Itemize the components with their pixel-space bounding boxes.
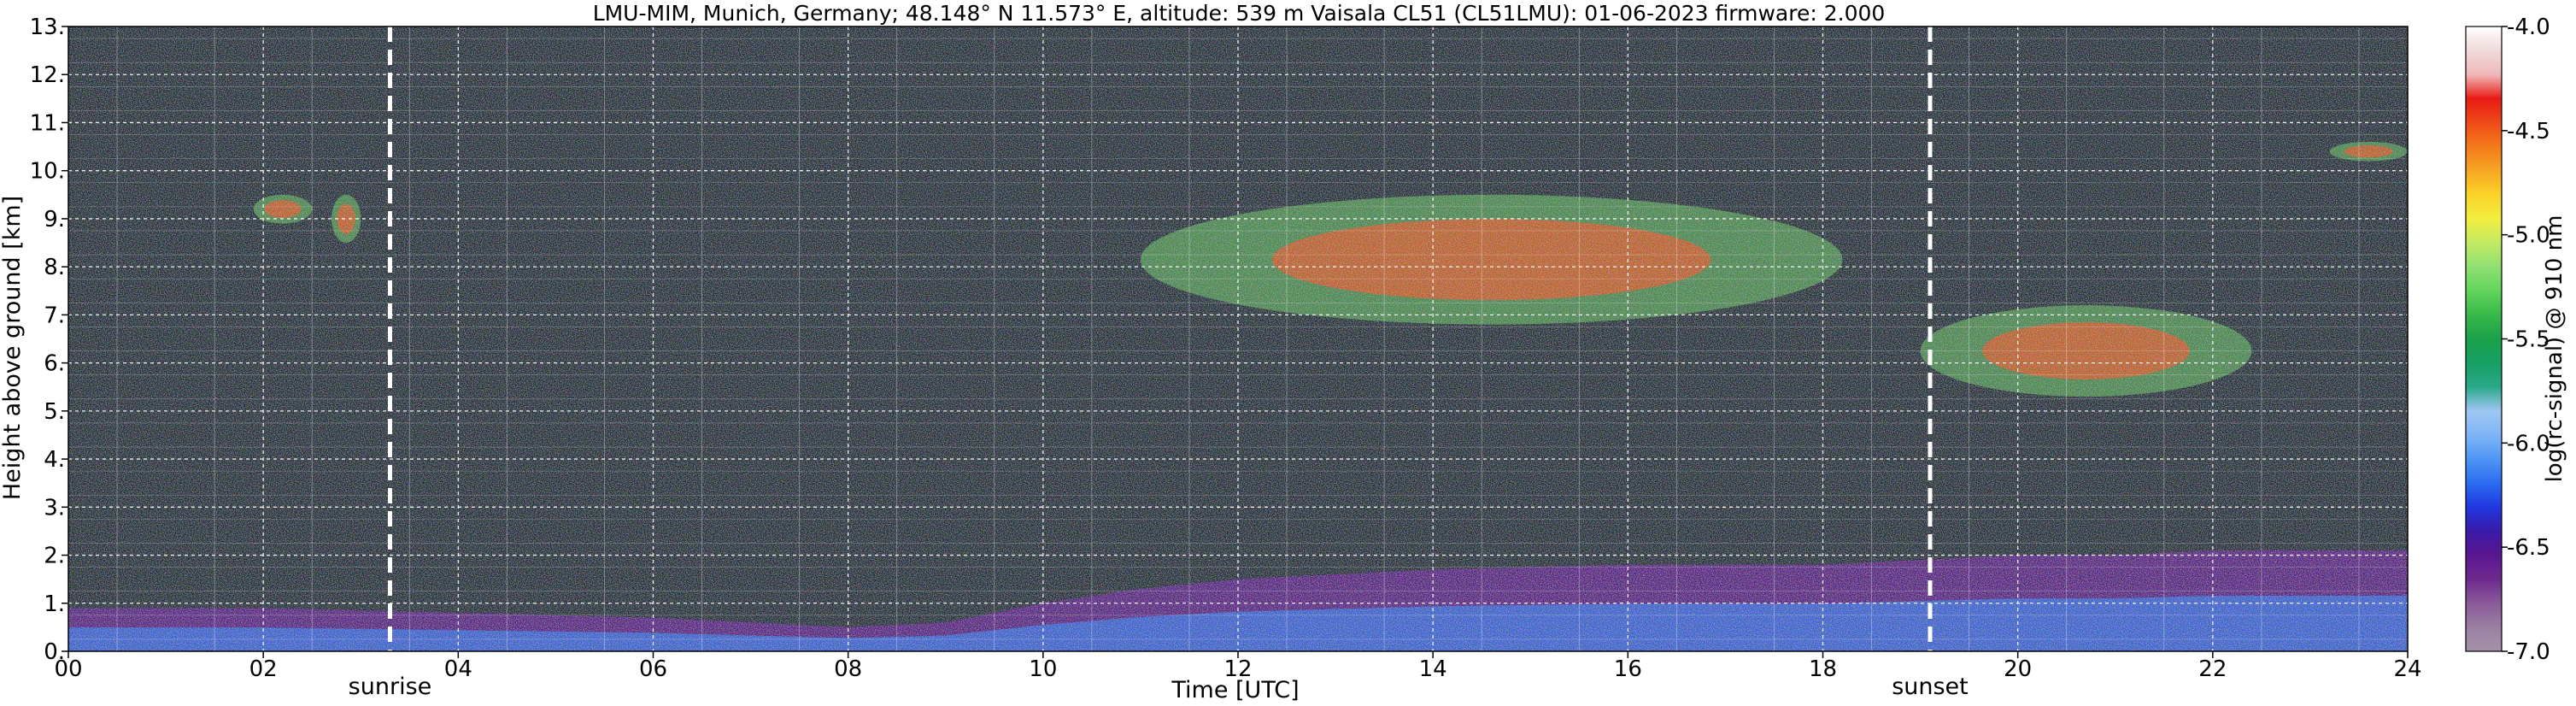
y-tick-label: 0. (44, 639, 65, 665)
x-axis-ticks: 00 02 04 06 08 10 12 14 16 18 20 22 24 (54, 651, 2422, 682)
colorbar-gradient (2465, 26, 2503, 652)
y-tick-label: 9. (44, 207, 65, 232)
colorbar: -7.0 -6.5 -6.0 -5.5 -5.0 -4.5 -4.0 (2465, 15, 2550, 665)
x-tick-label: 04 (444, 656, 472, 682)
colorbar-tick-label: -5.5 (2507, 327, 2550, 353)
y-tick-label: 13. (30, 15, 65, 40)
colorbar-tick-label: -7.0 (2507, 639, 2550, 665)
plot-area: sunrise sunset (67, 26, 2409, 700)
y-tick-label: 10. (30, 159, 65, 185)
x-tick-label: 10 (1029, 656, 1057, 682)
colorbar-tick-label: -6.5 (2507, 535, 2550, 561)
colorbar-label: log(rc-signal) @ 910 nm (2542, 215, 2567, 483)
y-tick-label: 2. (44, 544, 65, 569)
y-axis-label: Height above ground [km] (0, 196, 26, 500)
x-tick-label: 20 (2004, 656, 2032, 682)
y-tick-label: 12. (30, 62, 65, 88)
x-tick-label: 08 (834, 656, 862, 682)
colorbar-tick-label: -6.0 (2507, 431, 2550, 456)
colorbar-tick-label: -4.5 (2507, 119, 2550, 144)
y-tick-label: 6. (44, 351, 65, 377)
x-tick-label: 18 (1809, 656, 1837, 682)
y-tick-label: 1. (44, 591, 65, 617)
x-tick-label: 02 (249, 656, 278, 682)
x-tick-label: 06 (639, 656, 667, 682)
y-tick-label: 5. (44, 399, 65, 425)
x-tick-label: 12 (1223, 656, 1252, 682)
sun-label-sunrise: sunrise (349, 674, 432, 700)
x-tick-label: 22 (2198, 656, 2227, 682)
y-tick-label: 8. (44, 255, 65, 280)
grid-lines (68, 26, 2408, 651)
y-axis-ticks: 0. 1. 2. 3. 4. 5. 6. 7. 8. 9. 10. 11. 12. 13. (30, 15, 68, 665)
x-tick-label: 14 (1419, 656, 1447, 682)
x-tick-label: 00 (54, 656, 82, 682)
colorbar-ticks: -7.0 -6.5 -6.0 -5.5 -5.0 -4.5 -4.0 (2502, 15, 2550, 665)
y-tick-label: 11. (30, 110, 65, 136)
y-tick-label: 7. (44, 303, 65, 328)
sun-label-sunset: sunset (1892, 674, 1969, 700)
chart-title: LMU-MIM, Munich, Germany; 48.148° N 11.5… (593, 1, 1886, 26)
y-tick-label: 3. (44, 495, 65, 521)
sun-event-lines: sunrise sunset (349, 26, 1969, 700)
colorbar-tick-label: -5.0 (2507, 223, 2550, 249)
y-tick-label: 4. (44, 447, 65, 473)
x-tick-label: 24 (2393, 656, 2421, 682)
x-tick-label: 16 (1614, 656, 1642, 682)
signal-noise (68, 26, 2408, 651)
colorbar-tick-label: -4.0 (2507, 15, 2550, 40)
x-axis-label: Time [UTC] (1171, 677, 1299, 703)
